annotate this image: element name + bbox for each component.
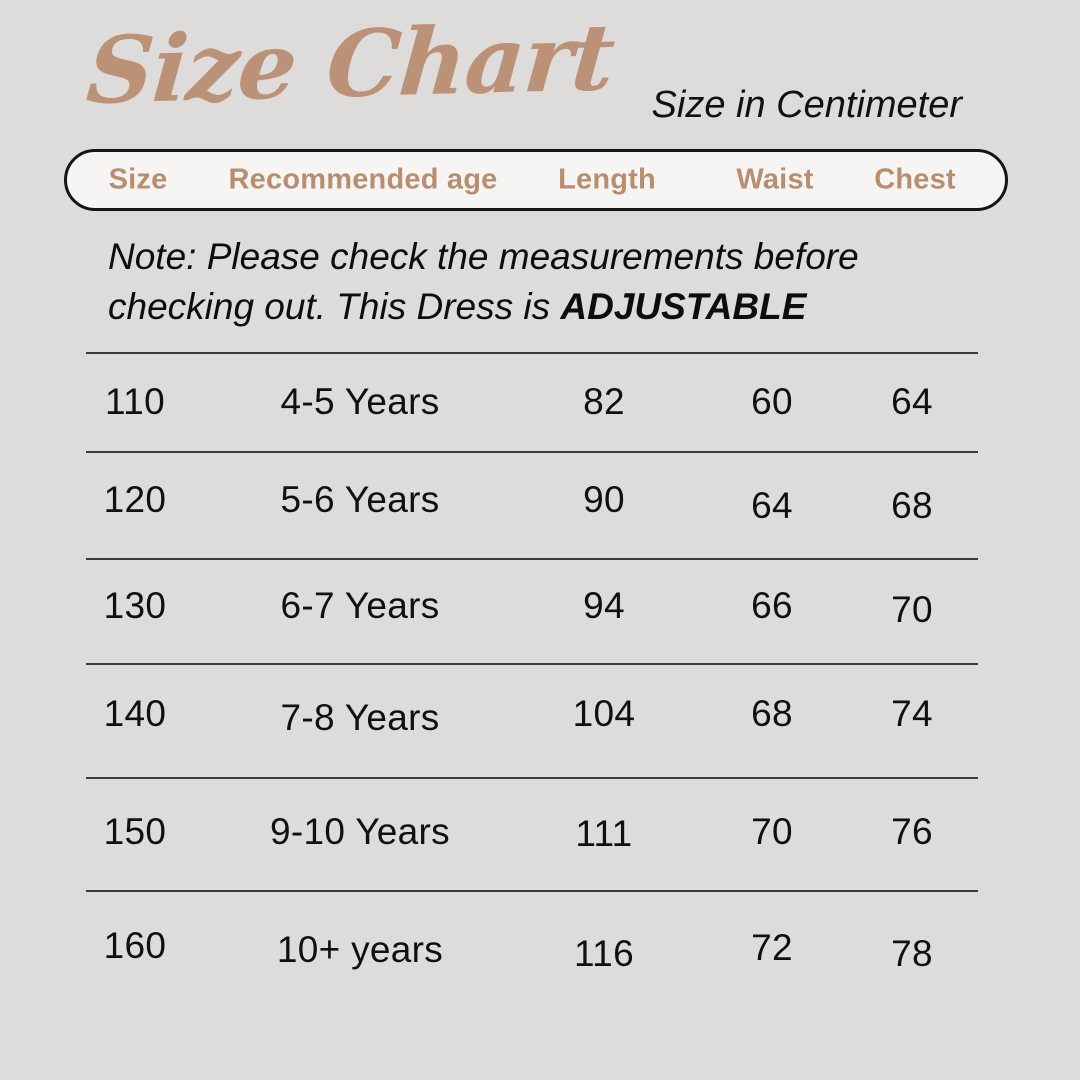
table-cell: 110 <box>105 381 165 422</box>
table-header-pill: Size Recommended age Length Waist Chest <box>64 149 1008 211</box>
page-title: Size Chart <box>83 3 618 125</box>
table-cell: 120 <box>103 479 167 520</box>
column-header-recommended-age: Recommended age <box>228 163 498 196</box>
column-header-waist: Waist <box>736 163 814 196</box>
column-header-chest: Chest <box>874 163 956 196</box>
table-cell: 66 <box>751 585 793 626</box>
table-cell: 68 <box>891 485 933 526</box>
table-cell: 150 <box>103 811 167 852</box>
column-header-length: Length <box>558 163 656 196</box>
row-divider <box>86 558 978 560</box>
table-cell: 60 <box>751 381 793 422</box>
table-cell: 70 <box>751 811 793 852</box>
table-cell: 70 <box>891 589 933 630</box>
table-cell: 130 <box>103 585 167 626</box>
table-cell: 4-5 Years <box>280 381 440 422</box>
table-cell: 160 <box>103 925 167 966</box>
table-cell: 76 <box>891 811 933 852</box>
table-cell: 104 <box>572 693 636 734</box>
note-emphasis: ADJUSTABLE <box>560 286 807 328</box>
table-cell: 111 <box>575 813 633 854</box>
row-divider <box>86 890 978 892</box>
table-cell: 82 <box>583 381 625 422</box>
note-text: Note: Please check the measurements befo… <box>108 232 948 333</box>
table-cell: 9-10 Years <box>270 811 450 852</box>
row-divider <box>86 451 978 453</box>
table-cell: 72 <box>751 927 793 968</box>
table-cell: 6-7 Years <box>280 585 440 626</box>
table-cell: 140 <box>103 693 167 734</box>
note-body: Note: Please check the measurements befo… <box>108 236 859 328</box>
table-cell: 74 <box>891 693 933 734</box>
table-header-row: Size Recommended age Length Waist Chest <box>67 152 1005 208</box>
table-cell: 64 <box>751 485 793 526</box>
table-cell: 7-8 Years <box>280 697 440 738</box>
table-cell: 94 <box>583 585 625 626</box>
row-divider <box>86 777 978 779</box>
row-divider <box>86 663 978 665</box>
table-cell: 116 <box>574 933 634 974</box>
table-cell: 64 <box>891 381 933 422</box>
table-cell: 68 <box>751 693 793 734</box>
table-cell: 90 <box>583 479 625 520</box>
row-divider <box>86 352 978 354</box>
unit-subtitle: Size in Centimeter <box>651 84 962 126</box>
table-cell: 5-6 Years <box>280 479 440 520</box>
table-cell: 78 <box>891 933 933 974</box>
column-header-size: Size <box>108 163 168 196</box>
table-cell: 10+ years <box>276 929 444 970</box>
